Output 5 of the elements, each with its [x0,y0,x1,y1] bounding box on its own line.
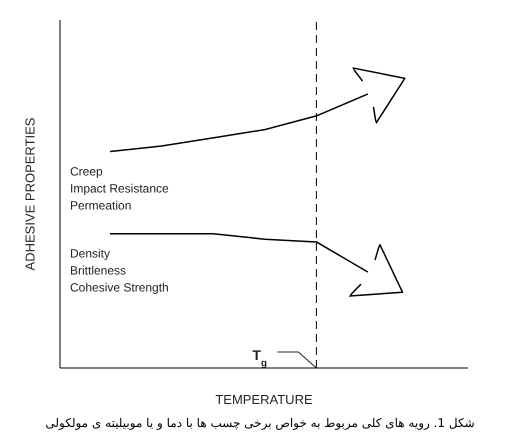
series-label: Density Brittleness Cohesive Strength [70,246,169,295]
text: شکل 1. رویه های کلی مربوط به خواص برخی چسب ها با دما و یا موبیلیته ی مولکولی [44,416,476,430]
y-axis-title: ADHESIVE PROPERTIES [22,117,38,270]
series-label: Creep Impact Resistance Permeation [70,164,170,213]
x-axis-title: TEMPERATURE [215,392,313,407]
